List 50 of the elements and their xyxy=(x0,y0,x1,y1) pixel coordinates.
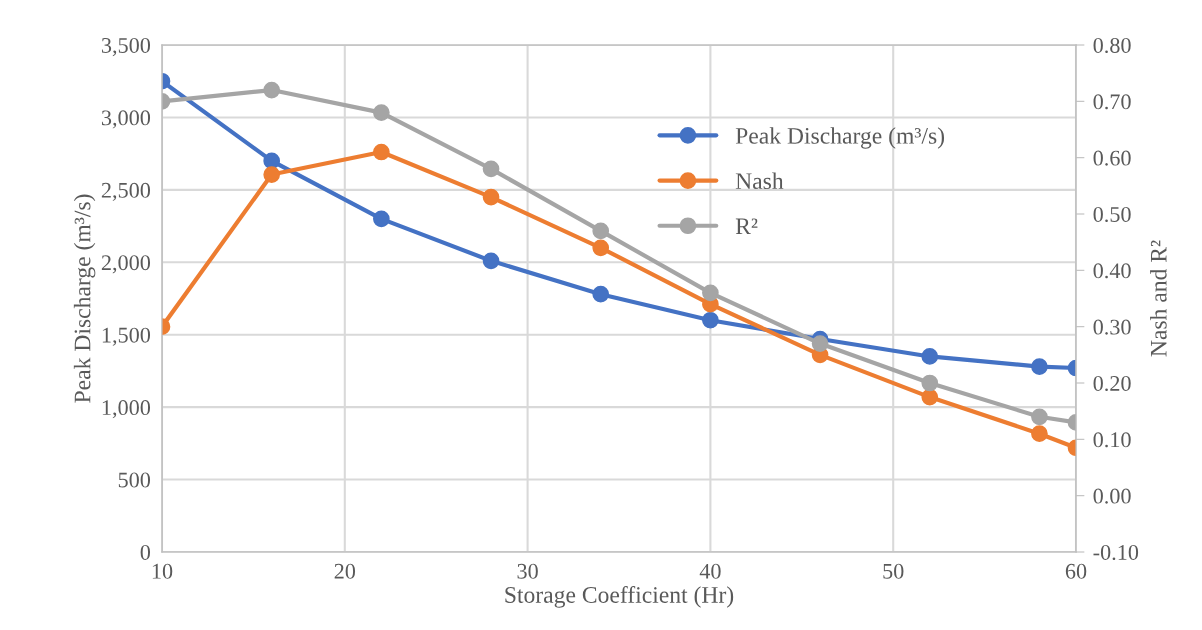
point xyxy=(592,222,610,240)
point xyxy=(702,284,719,302)
y2-tick-label: 0.70 xyxy=(1093,94,1131,110)
point xyxy=(263,166,281,183)
point xyxy=(1031,358,1048,375)
point xyxy=(592,285,610,303)
y-tick-label: 500 xyxy=(118,472,151,488)
y-tick-label: 2,500 xyxy=(101,182,151,201)
y2-tick-label: 0.40 xyxy=(1093,263,1131,279)
point xyxy=(373,210,390,228)
point xyxy=(921,388,939,406)
y-tick-label: 0 xyxy=(140,544,151,560)
point xyxy=(373,143,390,161)
point xyxy=(373,104,390,121)
legend-label: Nash xyxy=(735,172,784,190)
x-tick-label: 20 xyxy=(334,563,356,579)
y2-tick-label: 0.30 xyxy=(1093,319,1131,335)
y-axis-title: Peak Discharge (m³/s) xyxy=(73,194,96,403)
y2-tick-label: 0.10 xyxy=(1093,432,1131,448)
point xyxy=(482,188,500,206)
point xyxy=(1031,425,1048,443)
legend-label: R² xyxy=(735,218,758,235)
x-tick-label: 10 xyxy=(152,563,173,579)
y2-tick-label: 0.50 xyxy=(1093,206,1131,223)
x-tick-label: 50 xyxy=(883,563,904,579)
point xyxy=(482,252,500,270)
y2-axis-title: Nash and R² xyxy=(1150,240,1167,357)
legend-label: Peak Discharge (m³/s) xyxy=(735,127,945,149)
y2-tick-label: -0.10 xyxy=(1093,544,1139,561)
x-tick-label: 60 xyxy=(1065,563,1087,579)
y2-tick-label: 0.20 xyxy=(1093,375,1131,392)
y-tick-label: 2,000 xyxy=(101,255,151,274)
point xyxy=(263,81,281,99)
y-tick-label: 1,500 xyxy=(102,327,151,346)
x-axis-title: Storage Coefficient (Hr) xyxy=(505,586,734,608)
y2-tick-label: 0.60 xyxy=(1093,150,1131,166)
x-tick-label: 30 xyxy=(517,563,538,579)
y2-tick-label: 0.00 xyxy=(1093,488,1131,504)
point xyxy=(482,160,500,178)
point xyxy=(1031,408,1048,426)
x-tick-label: 40 xyxy=(699,563,721,579)
point xyxy=(921,348,939,365)
point xyxy=(592,239,610,257)
y-tick-label: 3,000 xyxy=(101,110,151,129)
y-tick-label: 1,000 xyxy=(102,400,151,419)
y-tick-label: 3,500 xyxy=(101,37,151,57)
y2-tick-label: 0.80 xyxy=(1093,37,1131,54)
point xyxy=(702,311,719,329)
point xyxy=(811,335,829,352)
point xyxy=(921,374,939,392)
